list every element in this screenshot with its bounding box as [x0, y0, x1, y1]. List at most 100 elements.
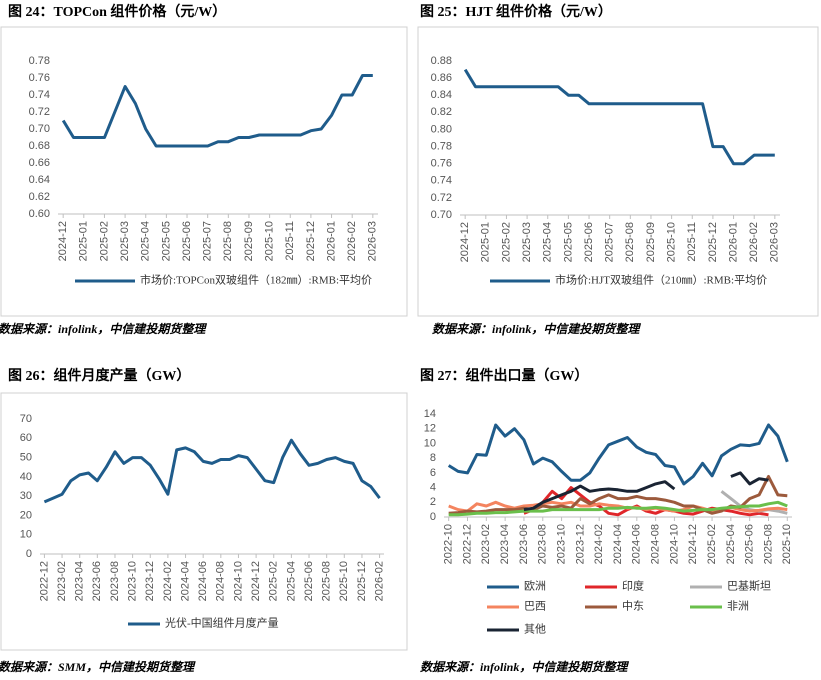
- x-tick-label: 2023-10: [127, 561, 139, 601]
- series-line: [447, 423, 789, 486]
- series-line: [448, 500, 788, 517]
- x-tick-label: 2025-05: [562, 222, 574, 262]
- y-tick-label: 6: [430, 467, 436, 479]
- series-line: [43, 438, 381, 504]
- x-tick-label: 2025-05: [160, 221, 172, 261]
- x-tick-label: 2024-12: [57, 221, 69, 261]
- x-tick-label: 2025-04: [285, 561, 297, 601]
- y-tick-label: 0.74: [431, 175, 452, 187]
- y-tick-label: 60: [20, 432, 32, 444]
- y-tick-label: 70: [20, 413, 32, 425]
- chart-title: 图 25：HJT 组件价格（元/W）: [420, 3, 612, 20]
- x-tick-label: 2025-10: [264, 221, 276, 261]
- source-note: 数据来源：infolink，中信建投期货整理: [420, 660, 629, 674]
- series-line: [61, 74, 373, 148]
- x-tick-label: 2025-08: [624, 222, 636, 262]
- source-note: 数据来源：SMM，中信建投期货整理: [0, 660, 196, 674]
- chart-title: 图 24：TOPCon 组件价格（元/W）: [8, 3, 226, 20]
- x-tick-label: 2025-02: [98, 221, 110, 261]
- y-tick-label: 0.70: [431, 209, 452, 221]
- x-tick-label: 2024-10: [232, 561, 244, 601]
- x-tick-label: 2022-10: [443, 524, 455, 564]
- y-tick-label: 0.62: [29, 191, 50, 203]
- x-tick-label: 2025-08: [222, 221, 234, 261]
- x-tick-label: 2025-06: [744, 524, 756, 564]
- x-tick-label: 2025-10: [781, 524, 793, 564]
- series-line: [523, 471, 769, 512]
- x-tick-label: 2026-03: [769, 222, 781, 262]
- x-tick-label: 2024-02: [593, 524, 605, 564]
- y-tick-label: 50: [20, 451, 32, 463]
- x-tick-label: 2024-12: [250, 561, 262, 601]
- x-tick-label: 2025-01: [480, 222, 492, 262]
- source-note: 数据来源：infolink，中信建投期货整理: [0, 322, 207, 336]
- y-tick-label: 2: [430, 496, 436, 508]
- legend-label: 印度: [622, 579, 644, 593]
- y-tick-label: 0.78: [29, 55, 50, 67]
- y-tick-label: 0.68: [29, 140, 50, 152]
- x-tick-label: 2023-12: [144, 561, 156, 601]
- y-tick-label: 0.60: [29, 208, 50, 220]
- x-tick-label: 2024-04: [179, 561, 191, 601]
- legend-label: 市场价:HJT双玻组件（210㎜）:RMB:平均价: [555, 273, 767, 287]
- x-tick-label: 2025-02: [500, 222, 512, 262]
- legend-label: 巴基斯坦: [727, 579, 771, 593]
- x-tick-label: 2023-02: [480, 524, 492, 564]
- x-tick-label: 2024-08: [215, 561, 227, 601]
- x-tick-label: 2023-02: [56, 561, 68, 601]
- x-tick-label: 2025-11: [284, 221, 296, 261]
- x-tick-label: 2023-04: [499, 524, 511, 564]
- x-tick-label: 2024-02: [162, 561, 174, 601]
- y-tick-label: 0.66: [29, 157, 50, 169]
- y-tick-label: 0.86: [431, 72, 452, 84]
- x-tick-label: 2023-06: [91, 561, 103, 601]
- x-tick-label: 2026-02: [346, 221, 358, 261]
- chart-title: 图 26：组件月度产量（GW）: [8, 367, 190, 384]
- x-tick-label: 2022-12: [38, 561, 50, 601]
- x-tick-label: 2025-06: [303, 561, 315, 601]
- x-tick-label: 2025-03: [521, 222, 533, 262]
- chart-frame: [0, 392, 408, 651]
- x-tick-label: 2023-08: [109, 561, 121, 601]
- x-tick-label: 2025-10: [666, 222, 678, 262]
- x-tick-label: 2025-12: [305, 221, 317, 261]
- x-tick-label: 2025-06: [583, 222, 595, 262]
- y-tick-label: 12: [424, 423, 436, 435]
- y-tick-label: 0.64: [29, 174, 50, 186]
- x-tick-label: 2026-01: [325, 221, 337, 261]
- x-tick-label: 2025-12: [707, 222, 719, 262]
- y-tick-label: 0.76: [431, 158, 452, 170]
- y-tick-label: 20: [20, 509, 32, 521]
- x-tick-label: 2025-04: [725, 524, 737, 564]
- y-tick-label: 30: [20, 490, 32, 502]
- y-tick-label: 0.74: [29, 89, 50, 101]
- x-tick-label: 2025-04: [542, 222, 554, 262]
- y-tick-label: 40: [20, 471, 32, 483]
- x-tick-label: 2024-12: [459, 222, 471, 262]
- legend-label: 欧洲: [524, 580, 546, 593]
- y-tick-label: 0: [430, 511, 436, 523]
- legend-label: 市场价:TOPCon双玻组件（182㎜）:RMB:平均价: [140, 273, 372, 287]
- series-line: [463, 68, 775, 166]
- legend-label: 光伏-中国组件月度产量: [165, 616, 279, 630]
- x-tick-label: 2025-10: [338, 561, 350, 601]
- y-tick-label: 0.78: [431, 140, 452, 152]
- y-tick-label: 0.72: [431, 192, 452, 204]
- x-tick-label: 2024-06: [631, 524, 643, 564]
- x-tick-label: 2024-04: [612, 524, 624, 564]
- x-tick-label: 2025-07: [202, 221, 214, 261]
- chart-frame: [0, 26, 408, 317]
- x-tick-label: 2024-06: [197, 561, 209, 601]
- y-tick-label: 0.88: [431, 55, 452, 67]
- x-tick-label: 2025-09: [645, 222, 657, 262]
- x-tick-label: 2025-09: [243, 221, 255, 261]
- x-tick-label: 2026-02: [373, 561, 385, 601]
- x-tick-label: 2024-10: [668, 524, 680, 564]
- y-tick-label: 0.76: [29, 72, 50, 84]
- y-tick-label: 0.82: [431, 106, 452, 118]
- x-tick-label: 2023-04: [74, 561, 86, 601]
- x-tick-label: 2023-10: [555, 524, 567, 564]
- x-tick-label: 2026-02: [748, 222, 760, 262]
- x-tick-label: 2026-03: [367, 221, 379, 261]
